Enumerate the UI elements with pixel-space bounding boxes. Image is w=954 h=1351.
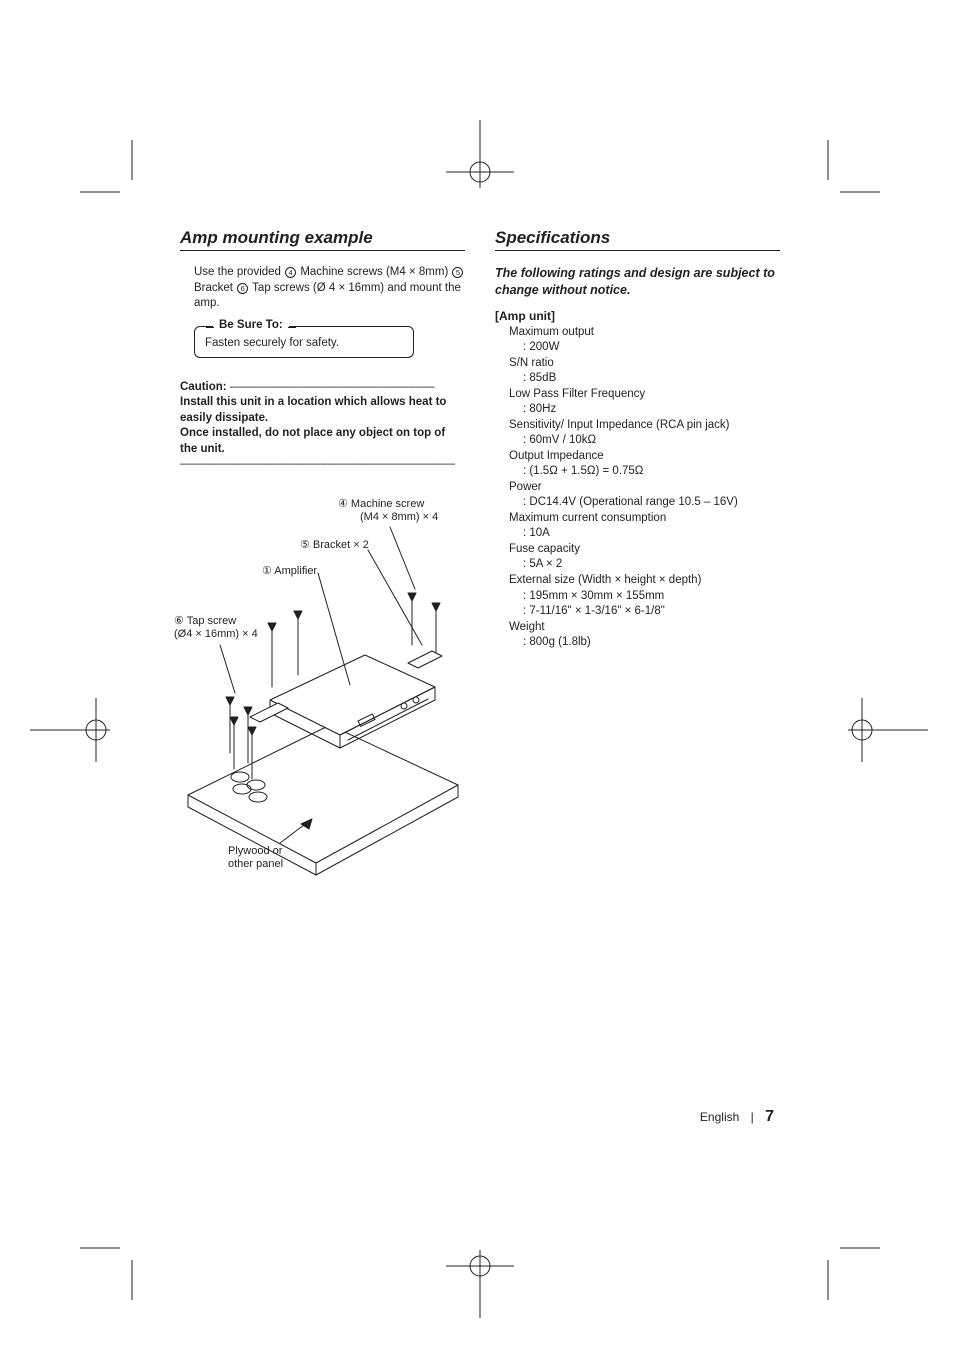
footer-page-number: 7 (765, 1108, 774, 1125)
spec-label: Power (509, 480, 780, 496)
intro-pre: Use the provided (194, 266, 284, 278)
heading-amp-mounting: Amp mounting example (180, 228, 465, 251)
callout-plywood: Plywood or other panel (228, 845, 283, 873)
crop-mark-top-left (80, 140, 150, 210)
caution-line-2: Once installed, do not place any object … (180, 427, 445, 455)
spec-value: : 200W (523, 340, 780, 356)
spec-label: Fuse capacity (509, 542, 780, 558)
caution-dashes-bottom: ––––––––––––––––––––––––––––––––––––––––… (180, 457, 465, 473)
spec-label: Output Impedance (509, 449, 780, 465)
spec-value: : DC14.4V (Operational range 10.5 – 16V) (523, 495, 780, 511)
spec-label: Weight (509, 620, 780, 636)
intro-mid1: Machine screws (M4 × 8mm) (297, 266, 451, 278)
intro-text: Use the provided 4 Machine screws (M4 × … (194, 265, 465, 312)
right-column: Specifications The following ratings and… (495, 228, 780, 885)
notice-text: The following ratings and design are sub… (495, 265, 780, 299)
crop-mark-bottom-left (80, 1230, 150, 1300)
callout-amplifier: ① Amplifier (262, 565, 317, 579)
be-sure-to-box: Be Sure To: Fasten securely for safety. (194, 326, 414, 358)
callout-bracket: ⑤ Bracket × 2 (300, 539, 369, 553)
crop-mark-top-center (440, 120, 520, 200)
footer-separator: | (751, 1110, 754, 1124)
crop-mark-bottom-right (810, 1230, 880, 1300)
page-footer: English | 7 (700, 1108, 774, 1126)
spec-label: External size (Width × height × depth) (509, 573, 780, 589)
intro-mid2: Bracket (194, 282, 236, 294)
spec-label: Sensitivity/ Input Impedance (RCA pin ja… (509, 418, 780, 434)
caution-line-1: Install this unit in a location which al… (180, 396, 446, 424)
spec-value: : 5A × 2 (523, 557, 780, 573)
be-sure-to-text: Fasten securely for safety. (205, 337, 339, 349)
crop-mark-mid-right (838, 690, 928, 770)
spec-value: : 85dB (523, 371, 780, 387)
crop-mark-bottom-center (440, 1238, 520, 1318)
spec-label: Maximum current consumption (509, 511, 780, 527)
circled-5-icon: 5 (452, 267, 463, 278)
callout-tap-screw: ⑥ Tap screw (Ø4 × 16mm) × 4 (174, 615, 258, 643)
crop-mark-top-right (810, 140, 880, 210)
left-column: Amp mounting example Use the provided 4 … (180, 228, 465, 885)
spec-value: : 195mm × 30mm × 155mm (523, 589, 780, 605)
spec-value: : (1.5Ω + 1.5Ω) = 0.75Ω (523, 464, 780, 480)
footer-language: English (700, 1110, 739, 1124)
circled-6-icon: 6 (237, 283, 248, 294)
caution-label: Caution: (180, 381, 227, 393)
specs-list: Maximum output: 200WS/N ratio: 85dBLow P… (509, 325, 780, 651)
spec-value: : 800g (1.8lb) (523, 635, 780, 651)
crop-mark-mid-left (30, 690, 120, 770)
caution-block: Caution: –––––––––––––––––––––––––––––––… (180, 380, 465, 473)
spec-value: : 10A (523, 526, 780, 542)
spec-label: Maximum output (509, 325, 780, 341)
spec-label: Low Pass Filter Frequency (509, 387, 780, 403)
spec-value: : 60mV / 10kΩ (523, 433, 780, 449)
heading-specifications: Specifications (495, 228, 780, 251)
page-content: Amp mounting example Use the provided 4 … (180, 228, 780, 885)
circled-4-icon: 4 (285, 267, 296, 278)
mounting-diagram: ④ Machine screw (M4 × 8mm) × 4 ⑤ Bracket… (180, 485, 465, 885)
caution-dashes-top: –––––––––––––––––––––––––––––––– (227, 381, 435, 393)
spec-label: S/N ratio (509, 356, 780, 372)
callout-machine-screw: ④ Machine screw (M4 × 8mm) × 4 (338, 498, 438, 526)
spec-value: : 80Hz (523, 402, 780, 418)
spec-value: : 7-11/16" × 1-3/16" × 6-1/8" (523, 604, 780, 620)
be-sure-to-label: Be Sure To: (213, 319, 289, 331)
specs-section-label: [Amp unit] (495, 309, 780, 323)
